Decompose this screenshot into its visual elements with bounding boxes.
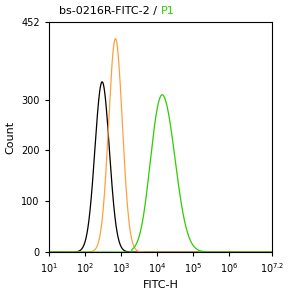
Text: P1: P1 [161, 6, 174, 15]
Text: bs-0216R-FITC-2 /: bs-0216R-FITC-2 / [59, 6, 161, 15]
Y-axis label: Count: Count [6, 121, 16, 154]
X-axis label: FITC-H: FITC-H [143, 280, 178, 290]
